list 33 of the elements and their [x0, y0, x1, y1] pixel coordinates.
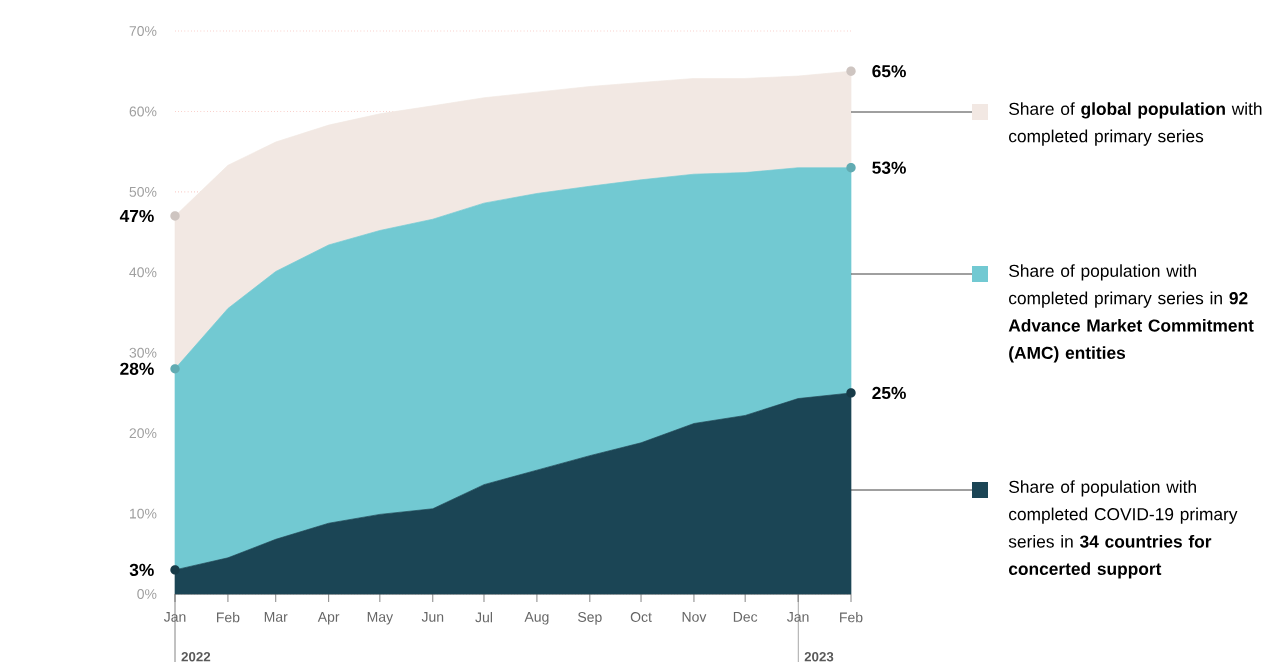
- data-label: 53%: [872, 161, 906, 174]
- legend-label: Share of population with completed COVID-19 primary series in 34 countries for concerted support: [1008, 480, 1238, 579]
- x-tick-label: Jan: [787, 612, 809, 622]
- x-tick-label: Sep: [578, 612, 602, 625]
- y-tick-label: 60%: [129, 106, 157, 117]
- legend-label: Share of population with completed primary series in 92 Advance Market Commitment (AMC) entities: [1008, 264, 1254, 363]
- x-tick-label: Apr: [317, 612, 340, 625]
- y-tick-label: 30%: [129, 347, 157, 358]
- data-label: 25%: [872, 386, 906, 400]
- text: Share of global population with completed primary series: [1009, 102, 1262, 146]
- x-tick-label: Jan: [163, 612, 186, 622]
- text: 2023: [804, 652, 834, 662]
- x-tick-label: Oct: [630, 612, 652, 622]
- text: 2022: [181, 652, 211, 662]
- x-tick-label: Aug: [524, 612, 549, 625]
- data-label: 47%: [119, 209, 154, 223]
- y-tick-label: 40%: [129, 267, 157, 278]
- data-label: 28%: [120, 362, 154, 375]
- x-tick-label: Nov: [682, 612, 707, 622]
- y-tick-label: 70%: [129, 26, 157, 36]
- x-tick-label: Dec: [733, 612, 758, 622]
- data-label: 3%: [129, 563, 154, 577]
- x-tick-label: Jul: [475, 612, 492, 623]
- x-tick-label: Jun: [421, 612, 444, 622]
- y-tick-label: 20%: [129, 428, 157, 439]
- y-tick-label: 10%: [130, 508, 157, 519]
- x-tick-label: Mar: [264, 612, 288, 622]
- x-tick-label: Feb: [217, 612, 240, 623]
- data-label: 65%: [872, 65, 906, 78]
- x-tick-label: May: [367, 612, 394, 625]
- x-tick-label: Feb: [840, 612, 863, 623]
- y-tick-label: 50%: [129, 186, 157, 197]
- y-tick-label: 0%: [137, 589, 157, 599]
